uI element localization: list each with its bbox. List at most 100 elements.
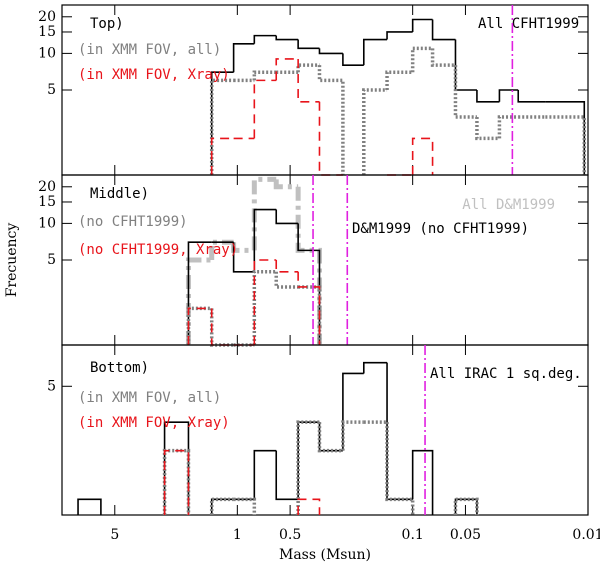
histogram-step [386,362,413,501]
histogram-step [431,19,456,41]
x-axis-label: Mass (Msun) [279,547,371,563]
histogram-step [163,449,190,515]
histogram-step [296,63,320,73]
y-tick-label: 5 [47,378,56,394]
y-tick-label: 5 [47,252,56,268]
histogram-step [275,260,299,273]
histogram-step [298,285,322,345]
histogram-step [273,179,299,190]
histogram-step [252,270,277,345]
histogram-step [253,79,277,139]
x-tick-label: 0.05 [450,527,481,543]
histogram-step [545,100,586,175]
histogram-step [385,422,415,515]
histogram-step [253,449,277,500]
panel-label: Middle) [90,186,149,202]
histogram-step [341,420,364,451]
histogram-step [186,306,212,345]
histogram-step [362,361,388,374]
histogram-step [162,448,191,515]
histogram-step [275,450,299,501]
y-axis-label: Frecuency [4,223,20,298]
histogram-step [77,498,102,515]
panel-label: Top) [90,16,124,32]
panel-label: Bottom) [90,360,149,376]
histogram-step [210,498,234,515]
histogram-step [251,176,277,251]
histogram-step [498,89,519,102]
histogram-step [318,48,343,55]
y-tick-label: 5 [47,82,56,98]
histogram-step [318,422,343,452]
x-tick-label: 0.01 [572,527,600,543]
histogram-step [317,422,343,453]
histogram-step [318,101,343,176]
histogram-step [210,71,234,175]
x-tick-label: 5 [110,527,119,543]
histogram-step [210,308,234,346]
histogram-step [253,34,277,44]
histogram-step [497,115,519,139]
histogram-step [411,18,433,32]
histogram-step [317,65,345,175]
histogram-step [454,39,477,91]
histogram-step [252,70,277,81]
histogram-step [209,78,234,175]
series-label: (in XMM FOV, Xray) [78,67,230,83]
histogram-step [430,48,456,67]
histogram-step [410,46,433,73]
histogram-step [275,209,299,225]
histogram-step [297,39,320,50]
histogram-step [187,307,212,345]
histogram-step [232,242,255,273]
y-tick-label: 15 [38,194,56,210]
histogram-step [453,65,477,119]
histogram-step [411,137,434,175]
histogram-step [297,421,320,500]
y-tick-label: 10 [38,215,56,231]
histogram-step [275,35,299,41]
histogram-step [342,53,364,66]
panel-frame [61,344,589,516]
histogram-step [163,421,190,515]
x-tick-label: 0.1 [402,527,424,543]
histogram-step [297,271,321,345]
histogram-step [297,498,321,515]
histogram-step [232,42,255,73]
histogram-step [297,223,321,345]
histogram-step [185,257,212,345]
series-label: All CFHT1999 [478,16,579,32]
series-label: (in XMM FOV, Xray) [78,415,230,431]
histogram-step [295,186,322,345]
histogram-step [385,70,413,90]
series-label: (no CFHT1999, Xray) [78,242,238,258]
histogram-step [209,308,234,347]
histogram-step [233,497,257,515]
x-tick-label: 0.5 [279,527,301,543]
histogram-step [253,208,277,272]
histogram-step [475,116,500,141]
histogram-step [411,449,434,515]
histogram-step [296,420,320,515]
histogram-step [209,497,234,515]
histogram-step [274,271,299,289]
series-label: (in XMM FOV, all) [78,390,221,406]
series-label: D&M1999 (no CFHT1999) [352,221,529,237]
histogram-step [362,88,388,175]
histogram-step [453,497,479,515]
histogram-step [362,38,388,66]
histogram-step [476,90,500,103]
histogram-step [545,115,587,175]
histogram-step [275,58,299,81]
histogram-step [517,90,546,103]
y-tick-label: 20 [38,9,56,25]
histogram-step [454,498,478,515]
x-tick-label: 1 [233,527,242,543]
y-tick-label: 10 [38,45,56,61]
histogram-step [342,372,364,451]
series-label: (no CFHT1999) [78,214,188,230]
series-label: All D&M1999 [462,197,555,213]
y-tick-label: 15 [38,24,56,40]
series-label: (in XMM FOV, all) [78,42,221,58]
